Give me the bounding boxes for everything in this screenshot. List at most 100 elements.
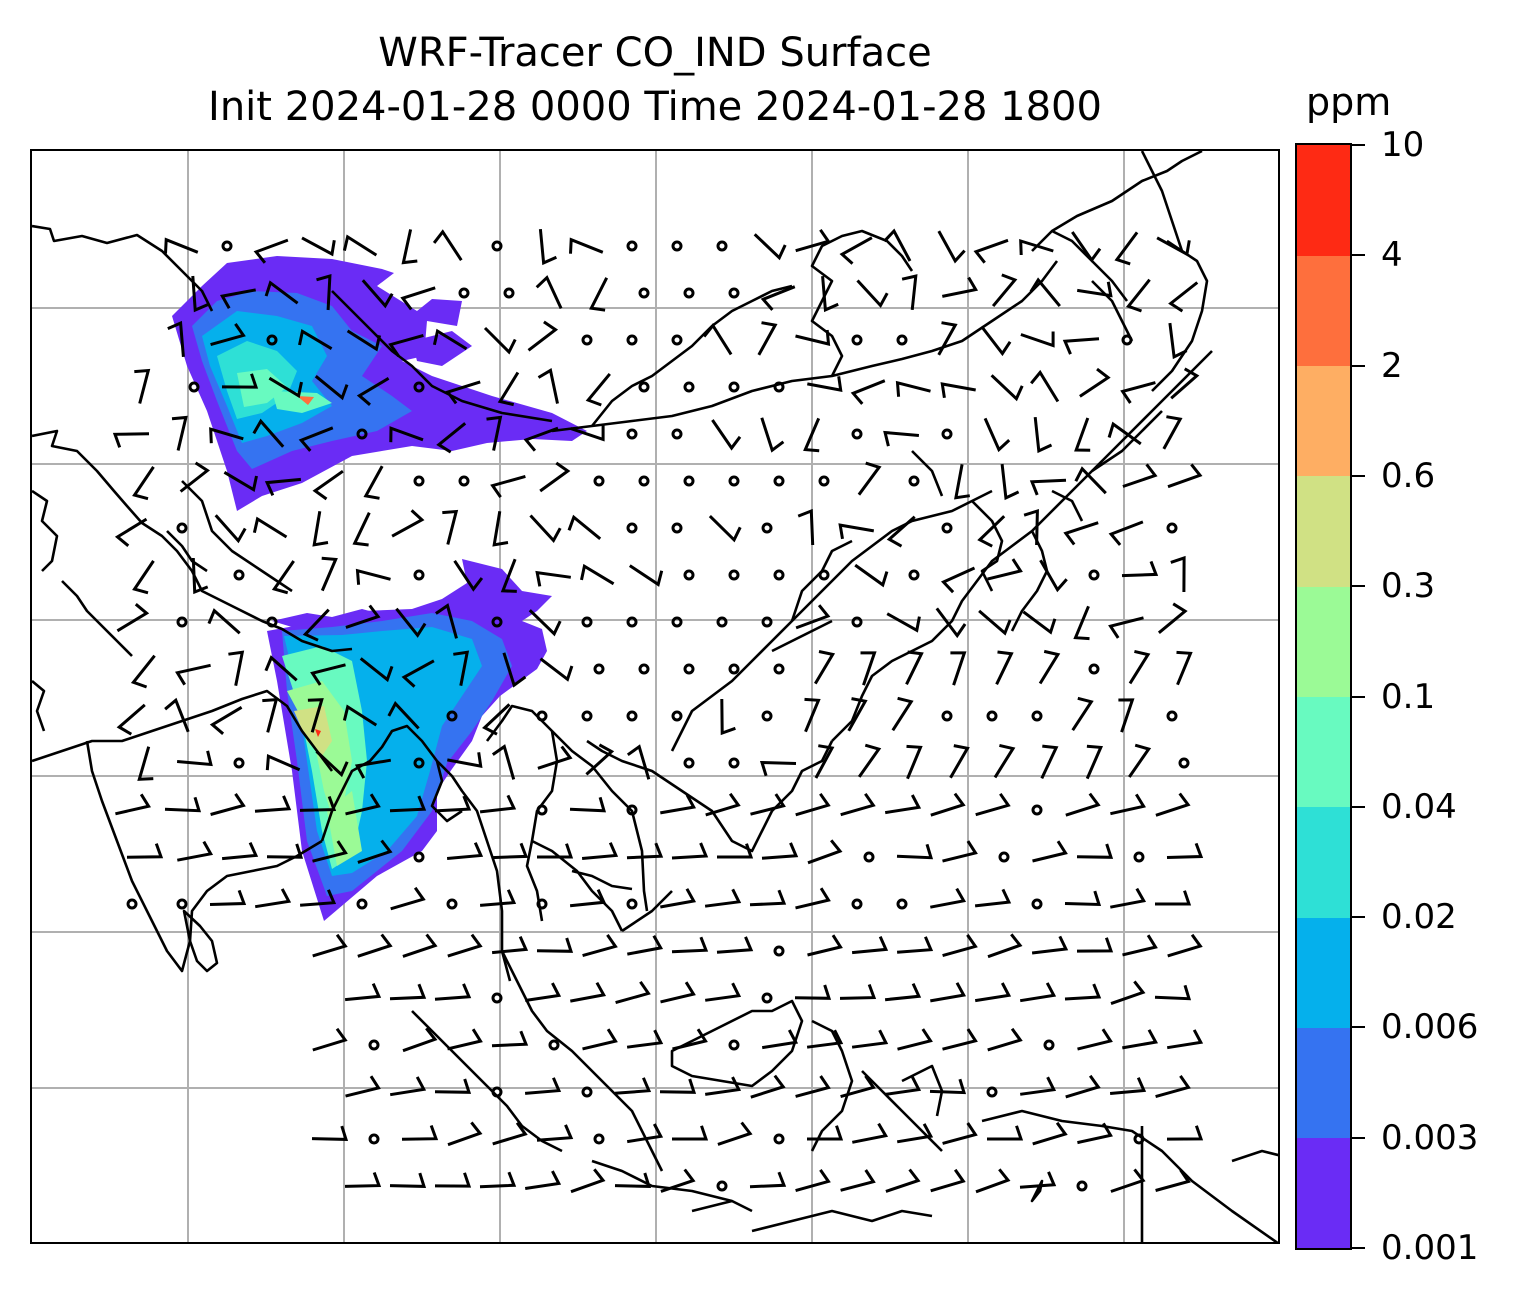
wind-barb bbox=[524, 982, 562, 1002]
calm-wind-circle bbox=[773, 475, 785, 487]
wind-barb bbox=[1154, 984, 1192, 1001]
wind-barb bbox=[535, 275, 563, 310]
calm-wind-circle bbox=[413, 569, 425, 581]
wind-barb bbox=[570, 425, 605, 442]
wind-barb bbox=[702, 323, 733, 356]
wind-barb bbox=[447, 933, 483, 958]
wind-barb bbox=[389, 1076, 427, 1097]
wind-barb bbox=[761, 1029, 799, 1050]
wind-barb bbox=[949, 744, 970, 779]
wind-barb bbox=[1019, 1171, 1057, 1189]
calm-wind-circle bbox=[1166, 522, 1178, 534]
calm-wind-circle bbox=[626, 616, 638, 628]
wind-barb bbox=[942, 1028, 978, 1051]
wind-barb bbox=[807, 839, 843, 865]
wind-barb bbox=[942, 1122, 978, 1145]
wind-barb bbox=[905, 650, 924, 685]
wind-barb bbox=[446, 842, 484, 860]
map-canvas bbox=[32, 151, 1278, 1242]
wind-barb bbox=[491, 1030, 529, 1048]
wind-barb bbox=[795, 228, 831, 253]
wind-barb bbox=[1121, 560, 1159, 578]
wind-barb bbox=[1063, 521, 1099, 546]
wind-barb bbox=[523, 426, 559, 452]
calm-wind-circle bbox=[986, 710, 998, 722]
wind-barb bbox=[760, 417, 785, 453]
calm-wind-circle bbox=[986, 1086, 998, 1098]
wind-barb bbox=[214, 514, 247, 544]
wind-barb bbox=[1156, 236, 1191, 257]
wind-barb bbox=[795, 329, 831, 346]
wind-barb bbox=[171, 415, 188, 451]
wind-barb bbox=[807, 1125, 844, 1141]
calm-wind-circle bbox=[773, 945, 785, 957]
wind-barb bbox=[432, 229, 463, 262]
wind-barb bbox=[627, 934, 664, 956]
calm-wind-circle bbox=[368, 1039, 380, 1051]
wind-barb bbox=[897, 1028, 933, 1051]
wind-barb bbox=[115, 793, 151, 816]
wind-barb bbox=[361, 279, 394, 309]
wind-barb bbox=[1022, 610, 1057, 635]
wind-barb bbox=[497, 371, 520, 407]
wind-barb bbox=[363, 465, 384, 500]
wind-barb bbox=[589, 277, 609, 312]
wind-barb bbox=[177, 840, 214, 862]
wind-barb bbox=[708, 515, 742, 543]
colorbar-band bbox=[1297, 586, 1350, 697]
wind-barb bbox=[175, 663, 211, 686]
wind-barb bbox=[130, 654, 156, 689]
wind-barb bbox=[803, 417, 821, 453]
wind-barb bbox=[342, 704, 378, 727]
wind-barb bbox=[847, 697, 868, 732]
wind-barb bbox=[1020, 331, 1055, 348]
wind-barb bbox=[717, 1121, 753, 1146]
wind-barb bbox=[1032, 1121, 1068, 1146]
wind-barb bbox=[312, 840, 348, 863]
wind-barb bbox=[615, 980, 651, 1005]
colorbar-band bbox=[1297, 806, 1350, 918]
wind-barb bbox=[312, 469, 344, 501]
wind-barb bbox=[357, 839, 393, 864]
wind-barbs bbox=[112, 228, 1204, 1194]
wind-barb bbox=[974, 888, 1012, 908]
wind-barb bbox=[857, 743, 882, 778]
wind-barb bbox=[266, 843, 304, 859]
calm-wind-circle bbox=[233, 569, 245, 581]
wind-barb bbox=[660, 981, 696, 1004]
wind-barb bbox=[537, 745, 573, 770]
colorbar-tick-label: 4 bbox=[1381, 235, 1403, 276]
wind-barb bbox=[479, 1171, 517, 1189]
wind-barb bbox=[1039, 559, 1068, 593]
wind-barb bbox=[1155, 792, 1191, 817]
calm-wind-circle bbox=[221, 240, 233, 252]
wind-barb bbox=[814, 650, 836, 685]
calm-wind-circle bbox=[1043, 1039, 1055, 1051]
wind-barb bbox=[500, 558, 517, 593]
wind-barb bbox=[179, 461, 210, 493]
wind-barb bbox=[389, 1172, 427, 1188]
wind-barb bbox=[1076, 843, 1114, 859]
wind-barb bbox=[1110, 887, 1147, 909]
wind-barb bbox=[570, 981, 607, 1003]
wind-barb bbox=[539, 657, 574, 682]
wind-barb bbox=[704, 1076, 742, 1096]
wind-barb bbox=[401, 1124, 439, 1141]
calm-wind-circle bbox=[716, 616, 728, 628]
wind-barb bbox=[672, 1028, 708, 1051]
wind-barb bbox=[176, 750, 213, 767]
calm-wind-circle bbox=[773, 569, 785, 581]
wind-barb bbox=[757, 321, 778, 356]
wind-barb bbox=[132, 466, 155, 501]
wind-barb bbox=[389, 426, 424, 443]
wind-barb bbox=[973, 238, 1009, 264]
calm-wind-circle bbox=[908, 475, 920, 487]
calm-wind-circle bbox=[446, 710, 458, 722]
wind-barb bbox=[626, 842, 664, 860]
calm-wind-circle bbox=[413, 381, 425, 393]
wind-barb bbox=[436, 422, 467, 454]
wind-barb bbox=[320, 556, 338, 592]
wind-barb bbox=[345, 604, 381, 629]
wind-barb bbox=[209, 427, 244, 444]
wind-barb bbox=[209, 706, 243, 735]
